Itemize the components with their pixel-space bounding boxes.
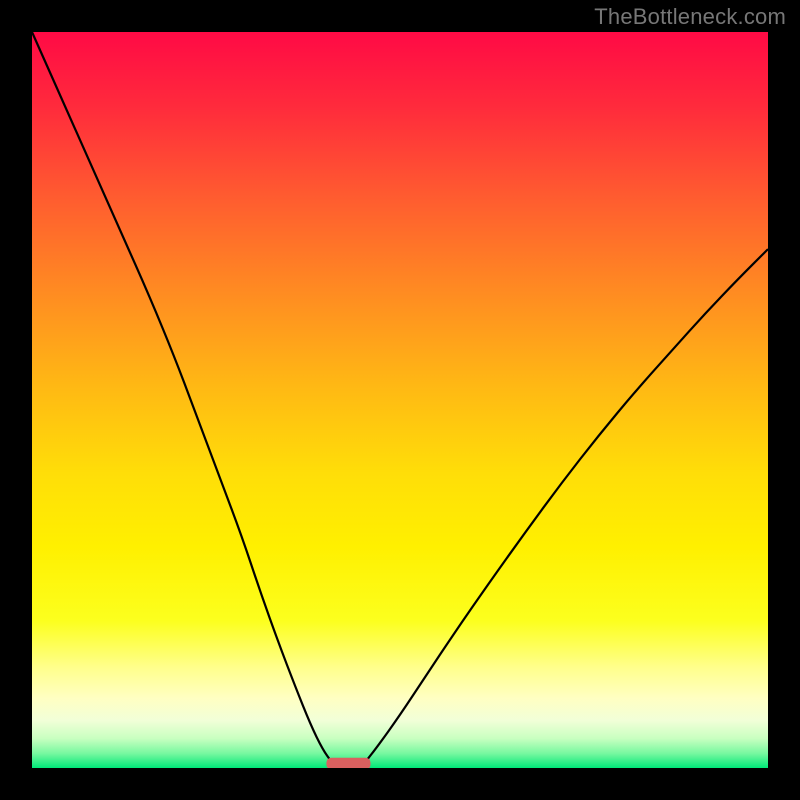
bottleneck-chart <box>0 0 800 800</box>
plot-background <box>32 32 768 768</box>
watermark-text: TheBottleneck.com <box>594 4 786 30</box>
stage: TheBottleneck.com <box>0 0 800 800</box>
bottom-marker <box>326 758 370 770</box>
